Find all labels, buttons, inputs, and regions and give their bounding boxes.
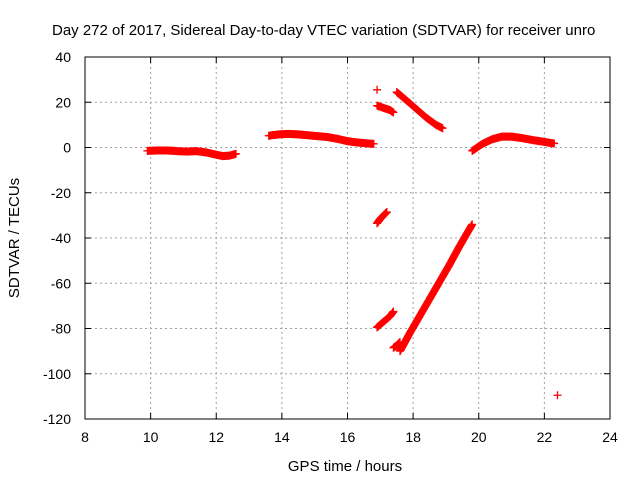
data-point bbox=[382, 207, 391, 216]
series-outliers bbox=[373, 85, 562, 400]
data-point bbox=[369, 139, 378, 148]
y-tick-label: 20 bbox=[55, 94, 71, 110]
x-axis-title: GPS time / hours bbox=[288, 458, 402, 475]
x-tick-label: 22 bbox=[537, 429, 553, 445]
data-point bbox=[553, 391, 562, 400]
data-point bbox=[389, 108, 398, 117]
data-points bbox=[143, 85, 562, 400]
x-tick-label: 24 bbox=[602, 429, 618, 445]
series-arc-7 bbox=[373, 307, 398, 332]
x-tick-label: 12 bbox=[208, 429, 224, 445]
y-tick-label: 40 bbox=[55, 49, 71, 65]
x-tick-label: 14 bbox=[274, 429, 290, 445]
series-arc-9 bbox=[396, 220, 477, 356]
x-tick-label: 20 bbox=[471, 429, 487, 445]
x-tick-label: 18 bbox=[405, 429, 421, 445]
y-axis-title: SDTVAR / TECUs bbox=[6, 178, 23, 298]
y-tick-label: 0 bbox=[63, 140, 71, 156]
data-point bbox=[389, 307, 398, 316]
data-point bbox=[373, 85, 382, 94]
y-tick-label: -20 bbox=[51, 185, 71, 201]
y-tick-label: -120 bbox=[43, 411, 71, 427]
series-arc-1 bbox=[143, 146, 240, 161]
x-tick-label: 8 bbox=[81, 429, 89, 445]
chart-title: Day 272 of 2017, Sidereal Day-to-day VTE… bbox=[52, 22, 595, 39]
x-tick-label: 16 bbox=[340, 429, 356, 445]
y-tick-label: -40 bbox=[51, 230, 71, 246]
y-tick-label: -100 bbox=[43, 366, 71, 382]
grid bbox=[85, 57, 610, 419]
axis-ticks: 8 10 12 14 16 18 20 22 24 -120 -100 -80 -60 -40 -20 0 20… bbox=[43, 49, 618, 445]
series-arc-2 bbox=[264, 129, 378, 148]
series-arc-5 bbox=[392, 88, 447, 133]
y-tick-label: -80 bbox=[51, 321, 71, 337]
data-point bbox=[231, 149, 240, 158]
data-point bbox=[438, 124, 447, 133]
y-tick-label: -60 bbox=[51, 275, 71, 291]
data-point bbox=[550, 139, 559, 148]
series-arc-4 bbox=[373, 101, 398, 117]
x-tick-label: 10 bbox=[143, 429, 159, 445]
series-arc-3 bbox=[468, 132, 559, 155]
data-point bbox=[468, 220, 477, 229]
series-arc-6 bbox=[373, 207, 391, 228]
